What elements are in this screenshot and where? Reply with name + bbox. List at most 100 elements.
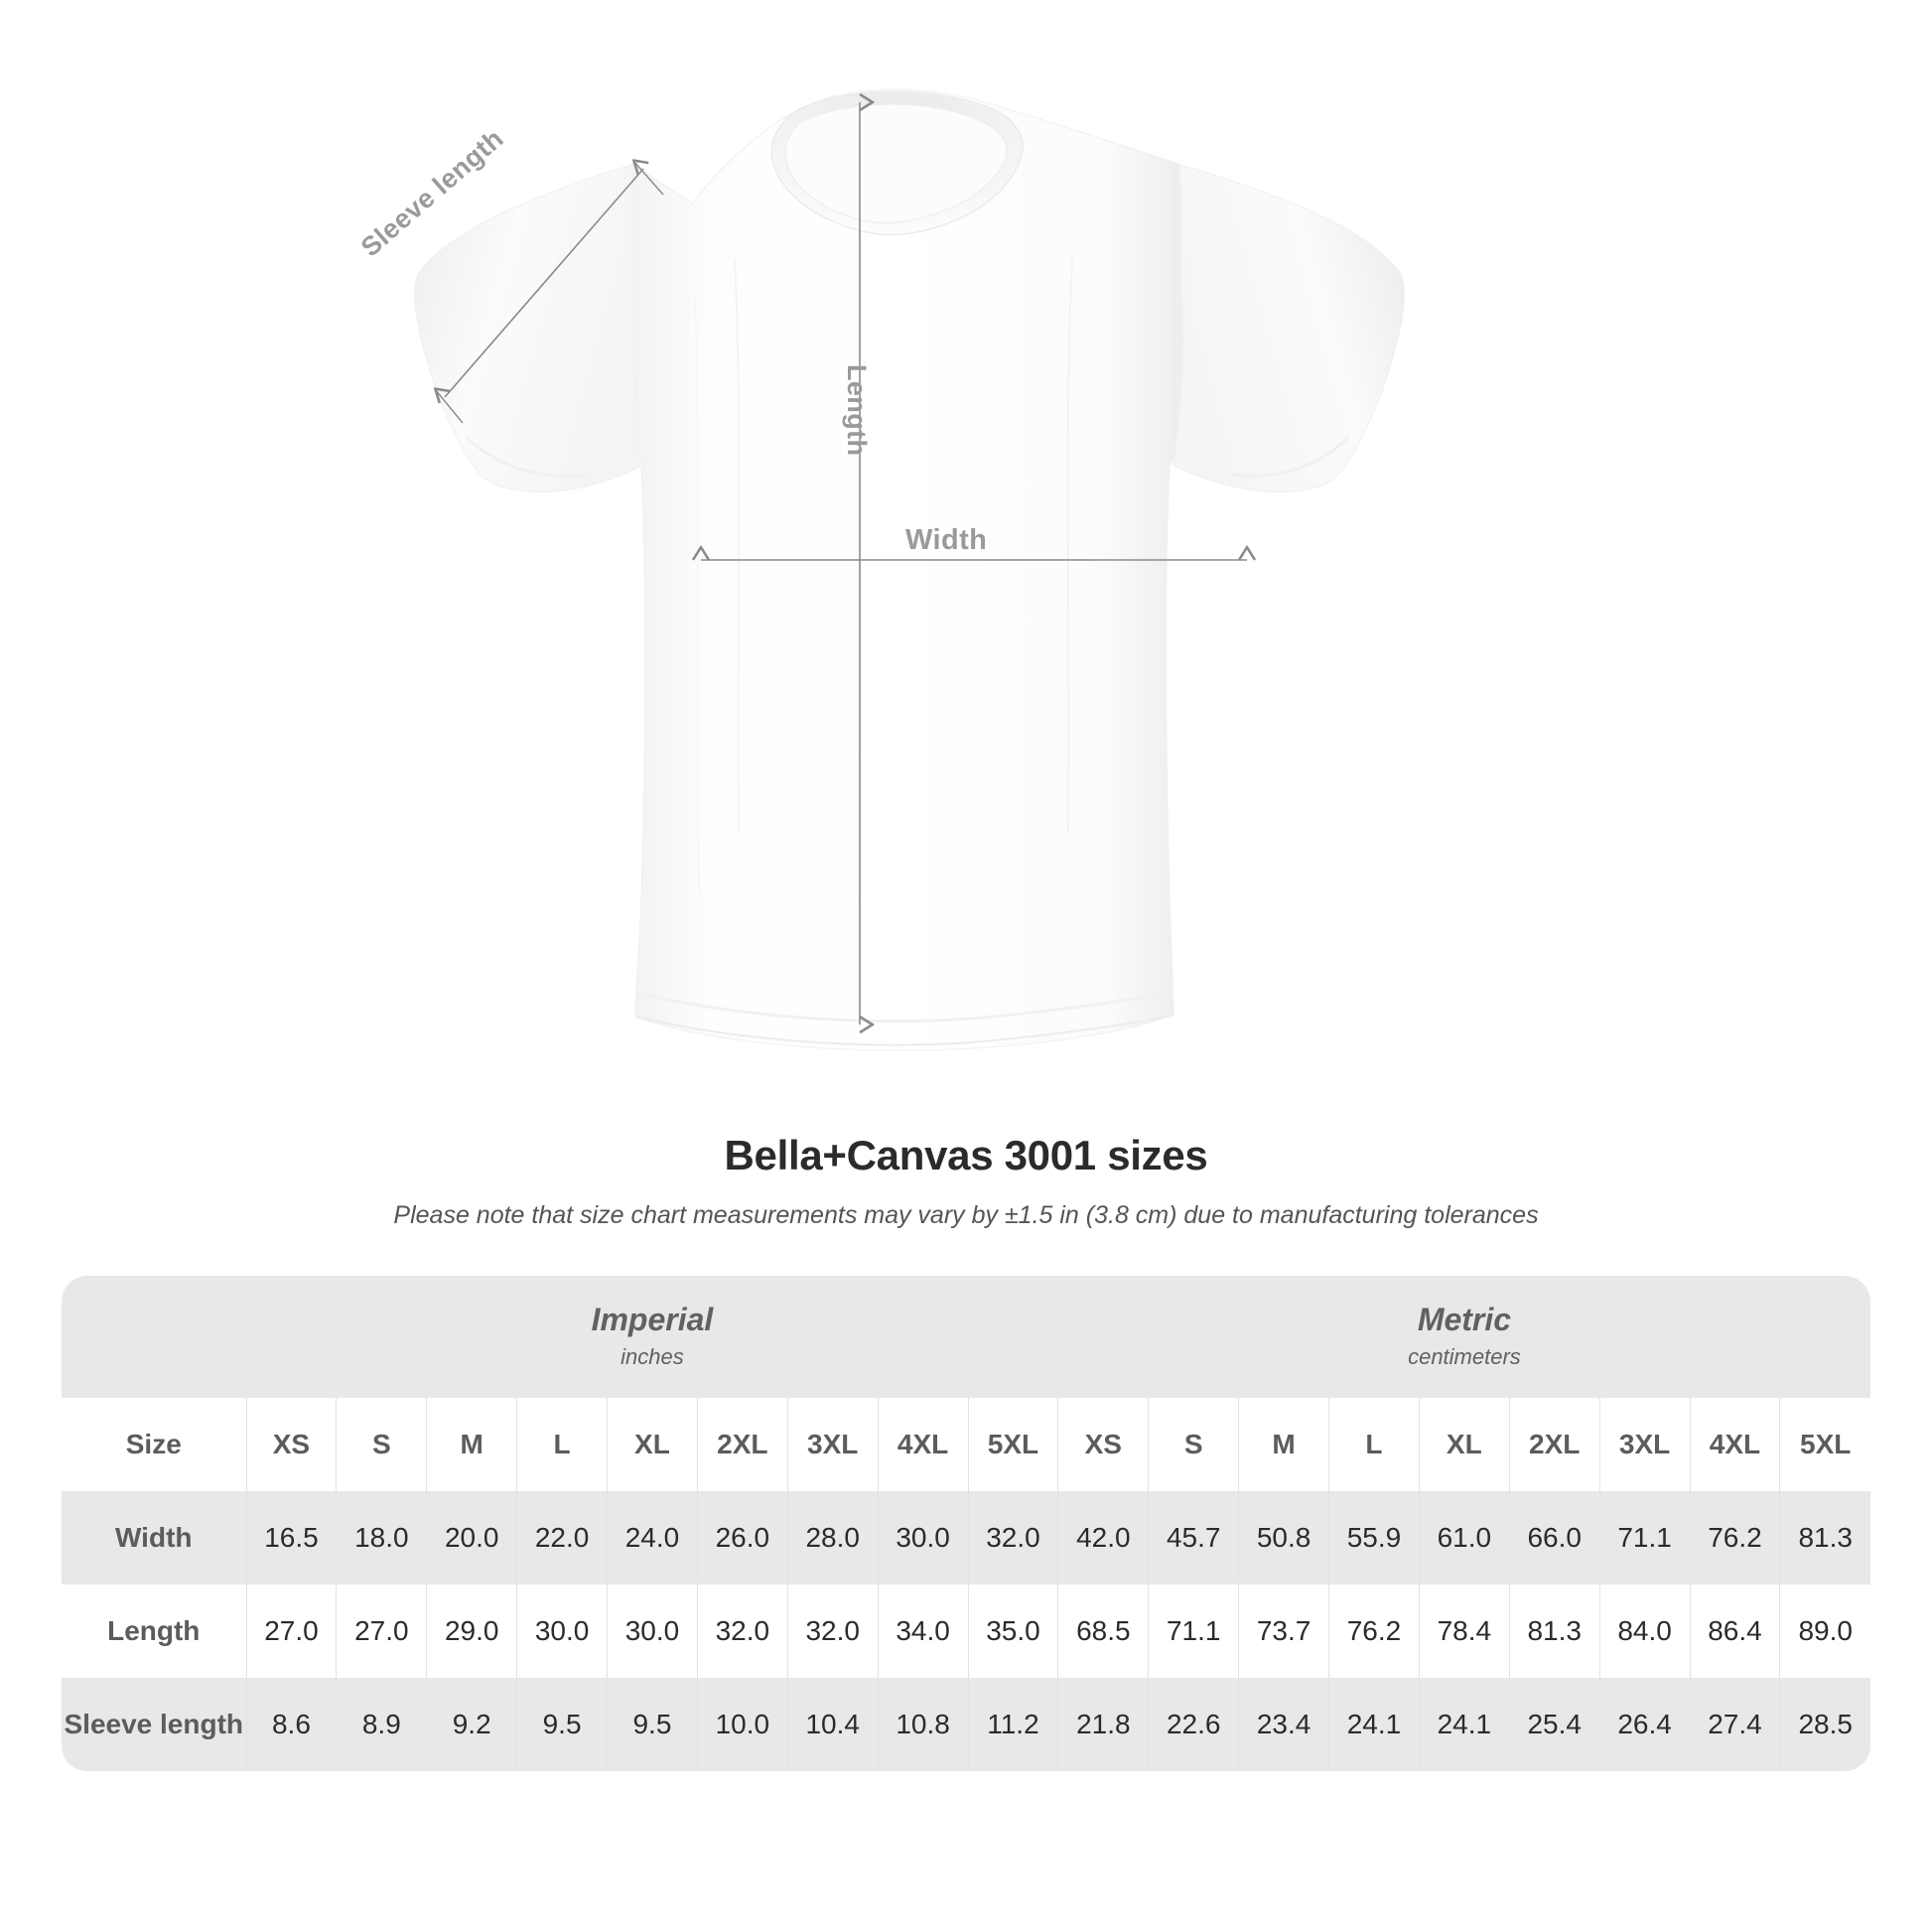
measurement-cell: 32.0 — [967, 1490, 1058, 1585]
measurement-cell: 55.9 — [1328, 1490, 1420, 1585]
table-row: Length 27.0 27.0 29.0 30.0 30.0 32.0 32.0 34.0 35… — [62, 1584, 1870, 1678]
measurement-cell: 66.0 — [1508, 1490, 1600, 1585]
size-header-cell: XS — [1057, 1397, 1149, 1491]
page-title: Bella+Canvas 3001 sizes — [724, 1132, 1208, 1178]
row-label: Sleeve length — [62, 1677, 246, 1771]
row-label: Length — [62, 1584, 246, 1678]
measurement-cell: 16.5 — [245, 1490, 337, 1585]
unit-banner-spacer — [62, 1276, 246, 1398]
size-header-cell: S — [336, 1397, 427, 1491]
measurement-cell: 22.0 — [516, 1490, 608, 1585]
table-row: Width 16.5 18.0 20.0 22.0 24.0 26.0 28.0 30.0 32.… — [62, 1490, 1870, 1585]
measurement-cell: 10.8 — [877, 1677, 968, 1771]
size-header-cell: XL — [607, 1397, 698, 1491]
row-header-size: Size — [62, 1397, 246, 1491]
measurement-cell: 78.4 — [1418, 1584, 1510, 1678]
measurement-cell: 84.0 — [1598, 1584, 1690, 1678]
size-header-cell: XS — [245, 1397, 337, 1491]
measurement-cell: 34.0 — [877, 1584, 968, 1678]
sleeve-tick-bottom — [434, 388, 464, 424]
size-header-cell: 4XL — [877, 1397, 968, 1491]
unit-name: Imperial — [591, 1302, 714, 1337]
measurement-cell: 10.4 — [786, 1677, 879, 1771]
measurement-cell: 20.0 — [426, 1490, 517, 1585]
measurement-cell: 29.0 — [426, 1584, 517, 1678]
size-header-cell: L — [516, 1397, 608, 1491]
row-label: Width — [62, 1490, 246, 1585]
shirt-body-shape — [414, 88, 1405, 1051]
unit-header-imperial: Imperial inches — [246, 1276, 1058, 1398]
unit-banner-row: Imperial inches Metric centimeters — [62, 1276, 1870, 1398]
measurement-cell: 9.2 — [426, 1677, 517, 1771]
size-header-cell: L — [1328, 1397, 1420, 1491]
measurement-cell: 11.2 — [967, 1677, 1058, 1771]
size-chart-table-wrapper: Imperial inches Metric centimeters Size XS S M L… — [62, 1276, 1870, 1771]
measurement-arrows — [435, 102, 1247, 1025]
size-header-cell: 3XL — [786, 1397, 879, 1491]
measurement-cell: 9.5 — [516, 1677, 608, 1771]
measurement-cell: 86.4 — [1689, 1584, 1780, 1678]
measurement-cell: 35.0 — [967, 1584, 1058, 1678]
measurement-cell: 8.9 — [336, 1677, 427, 1771]
measurement-cell: 30.0 — [607, 1584, 698, 1678]
measurement-cell: 61.0 — [1418, 1490, 1510, 1585]
measurement-cell: 68.5 — [1057, 1584, 1149, 1678]
sleeve-tick-top — [632, 160, 664, 196]
size-header-cell: 5XL — [967, 1397, 1058, 1491]
width-label: Width — [905, 524, 988, 556]
measurement-cell: 81.3 — [1779, 1490, 1870, 1585]
size-header-cell: S — [1148, 1397, 1239, 1491]
title-block: Bella+Canvas 3001 sizes Please note that… — [0, 1132, 1932, 1230]
size-header-cell: 4XL — [1689, 1397, 1780, 1491]
measurement-cell: 24.0 — [607, 1490, 698, 1585]
length-label: Length — [842, 364, 872, 457]
measurement-cell: 76.2 — [1689, 1490, 1780, 1585]
table-row: Sleeve length 8.6 8.9 9.2 9.5 9.5 10.0 10.4 10.8… — [62, 1677, 1870, 1771]
size-header-cell: M — [1238, 1397, 1329, 1491]
measurement-cell: 89.0 — [1779, 1584, 1870, 1678]
measurement-cell: 21.8 — [1057, 1677, 1149, 1771]
tshirt-illustration — [414, 88, 1405, 1051]
size-header-cell: XL — [1418, 1397, 1510, 1491]
size-header-cell: M — [426, 1397, 517, 1491]
tshirt-diagram: Sleeve length Length Width — [355, 88, 1405, 1051]
unit-header-metric: Metric centimeters — [1057, 1276, 1870, 1398]
measurement-cell: 71.1 — [1598, 1490, 1690, 1585]
measurement-cell: 45.7 — [1148, 1490, 1239, 1585]
size-chart-table: Imperial inches Metric centimeters Size XS S M L… — [62, 1276, 1870, 1771]
page-subtitle: Please note that size chart measurements… — [393, 1201, 1539, 1229]
unit-subtitle: inches — [621, 1343, 684, 1369]
measurement-cell: 9.5 — [607, 1677, 698, 1771]
measurement-cell: 24.1 — [1328, 1677, 1420, 1771]
measurement-cell: 18.0 — [336, 1490, 427, 1585]
size-header-cell: 5XL — [1779, 1397, 1870, 1491]
measurement-cell: 71.1 — [1148, 1584, 1239, 1678]
measurement-cell: 76.2 — [1328, 1584, 1420, 1678]
measurement-cell: 8.6 — [245, 1677, 337, 1771]
size-header-cell: 2XL — [1508, 1397, 1600, 1491]
unit-name: Metric — [1417, 1302, 1512, 1337]
measurement-cell: 30.0 — [877, 1490, 968, 1585]
measurement-cell: 73.7 — [1238, 1584, 1329, 1678]
measurement-cell: 27.0 — [245, 1584, 337, 1678]
measurement-cell: 81.3 — [1508, 1584, 1600, 1678]
measurement-cell: 10.0 — [696, 1677, 788, 1771]
measurement-cell: 30.0 — [516, 1584, 608, 1678]
unit-subtitle: centimeters — [1408, 1343, 1521, 1369]
size-header-cell: 2XL — [696, 1397, 788, 1491]
measurement-cell: 26.0 — [696, 1490, 788, 1585]
measurement-cell: 22.6 — [1148, 1677, 1239, 1771]
measurement-cell: 25.4 — [1508, 1677, 1600, 1771]
measurement-cell: 27.0 — [336, 1584, 427, 1678]
measurement-cell: 27.4 — [1689, 1677, 1780, 1771]
measurement-cell: 32.0 — [786, 1584, 879, 1678]
measurement-cell: 24.1 — [1418, 1677, 1510, 1771]
measurement-cell: 26.4 — [1598, 1677, 1690, 1771]
measurement-cell: 32.0 — [696, 1584, 788, 1678]
size-header-cell: 3XL — [1598, 1397, 1690, 1491]
measurement-cell: 50.8 — [1238, 1490, 1329, 1585]
measurement-cell: 42.0 — [1057, 1490, 1149, 1585]
measurement-cell: 28.0 — [786, 1490, 879, 1585]
measurement-cell: 28.5 — [1779, 1677, 1870, 1771]
sleeve-length-arrow — [445, 169, 643, 397]
